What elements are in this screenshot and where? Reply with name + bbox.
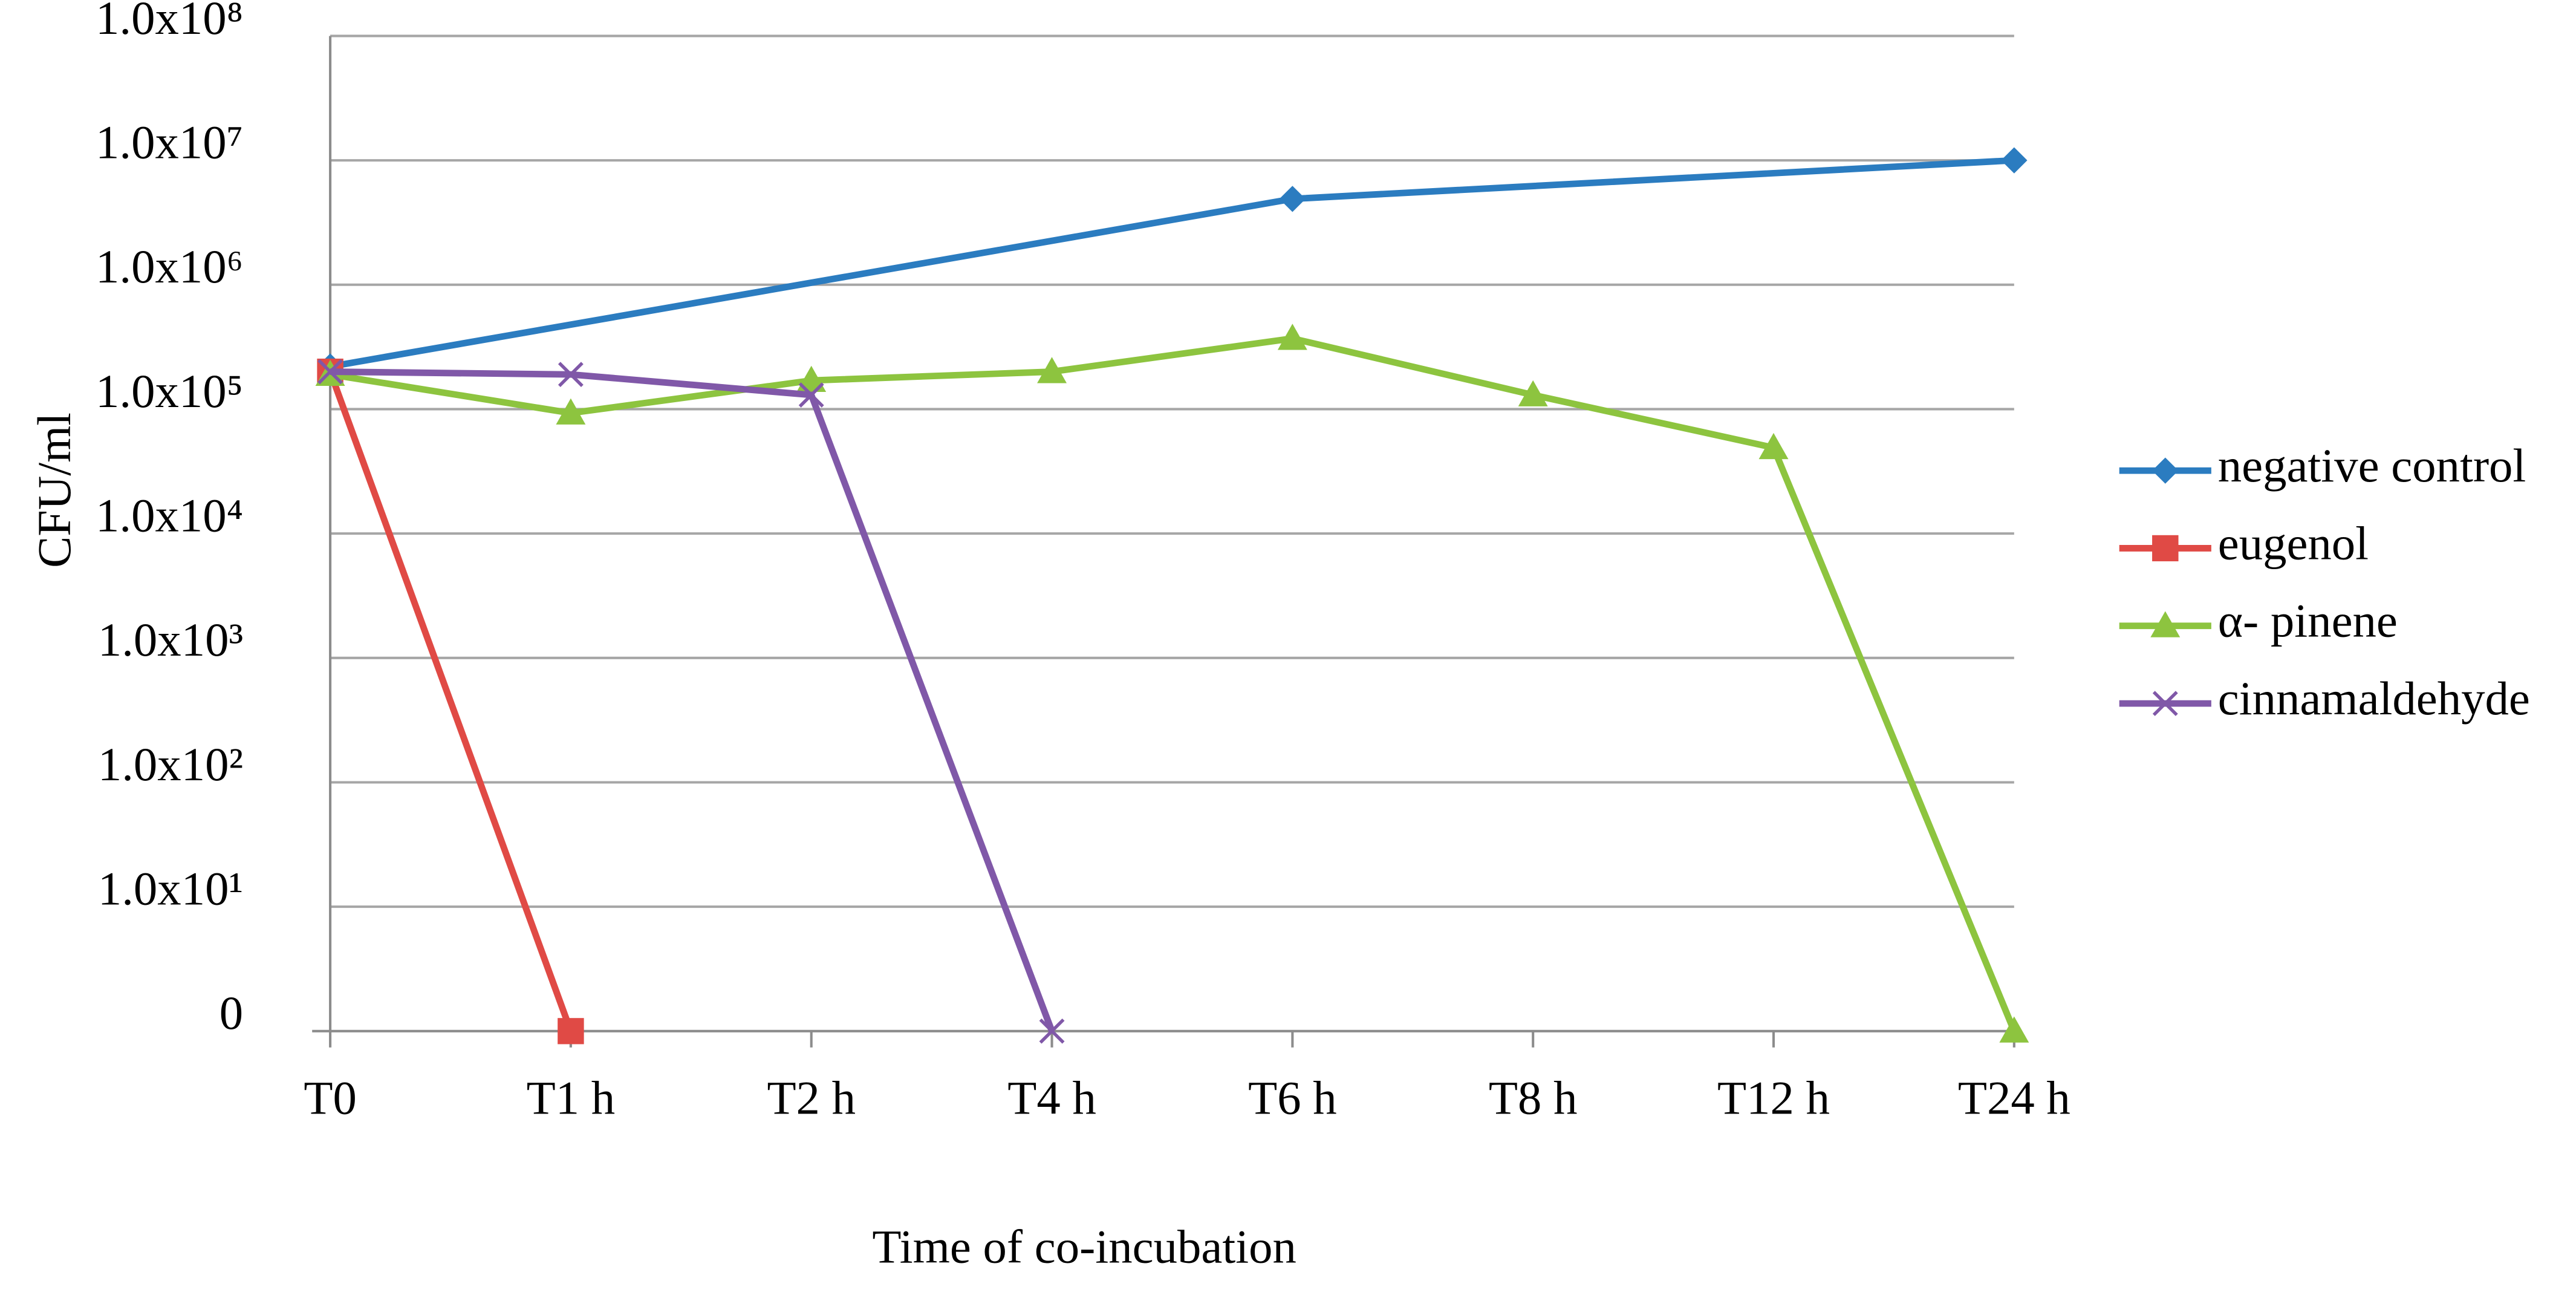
legend-marker — [2152, 457, 2179, 484]
x-tick-label: T0 — [304, 1072, 357, 1124]
data-point — [1518, 380, 1548, 406]
data-point — [1758, 432, 1789, 460]
legend-marker — [2152, 535, 2179, 562]
data-point — [558, 1018, 584, 1045]
x-tick-label: T6 h — [1248, 1072, 1337, 1124]
data-point — [1037, 357, 1067, 383]
legend-label: negative control — [2218, 439, 2526, 492]
series-line — [330, 335, 2017, 1032]
series-line — [327, 370, 574, 1032]
x-tick-label: T24 h — [1958, 1072, 2070, 1124]
legend-marker — [2152, 691, 2178, 716]
data-point — [1277, 324, 1307, 350]
data-point — [317, 359, 343, 385]
y-tick-label: 1.0x10⁷ — [96, 116, 243, 169]
data-point — [1999, 1016, 2029, 1043]
x-tick-label: T12 h — [1717, 1072, 1830, 1124]
legend-label: eugenol — [2218, 517, 2369, 570]
data-point — [558, 362, 584, 387]
y-tick-label: 0 — [220, 986, 243, 1039]
data-point — [1039, 1018, 1065, 1044]
legend-marker — [2150, 611, 2181, 637]
legend-label: cinnamaldehyde — [2218, 672, 2530, 725]
series-line — [330, 157, 2015, 370]
data-point — [556, 398, 586, 425]
y-tick-label: 1.0x10⁴ — [96, 489, 243, 542]
y-tick-label: 1.0x10⁸ — [96, 0, 243, 44]
y-tick-label: 1.0x10³ — [98, 613, 243, 666]
x-axis-label: Time of co-incubation — [872, 1221, 1296, 1273]
y-tick-label: 1.0x10⁶ — [96, 240, 243, 293]
y-axis-label: CFU/ml — [28, 412, 80, 568]
x-tick-label: T8 h — [1489, 1072, 1578, 1124]
y-tick-label: 1.0x10¹ — [98, 862, 243, 915]
x-tick-label: T4 h — [1007, 1072, 1096, 1124]
data-point — [2001, 147, 2028, 174]
y-tick-label: 1.0x10⁵ — [96, 365, 243, 417]
x-tick-label: T1 h — [527, 1072, 616, 1124]
data-point — [798, 382, 824, 408]
y-tick-label: 1.0x10² — [98, 738, 243, 791]
series-line — [330, 368, 1055, 1032]
legend-label: α- pinene — [2218, 595, 2398, 647]
data-point — [1279, 186, 1306, 212]
x-tick-label: T2 h — [767, 1072, 856, 1124]
